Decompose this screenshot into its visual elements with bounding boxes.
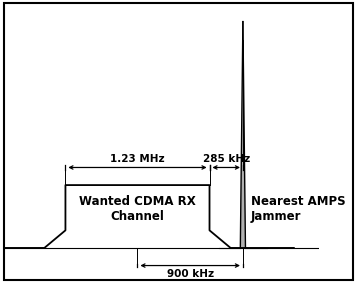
Text: 1.23 MHz: 1.23 MHz (110, 154, 165, 164)
Text: Nearest AMPS
Jammer: Nearest AMPS Jammer (251, 195, 346, 223)
Text: 285 kHz: 285 kHz (202, 154, 250, 164)
Polygon shape (240, 22, 246, 248)
Text: 900 kHz: 900 kHz (167, 269, 214, 279)
Text: Wanted CDMA RX
Channel: Wanted CDMA RX Channel (79, 195, 196, 223)
